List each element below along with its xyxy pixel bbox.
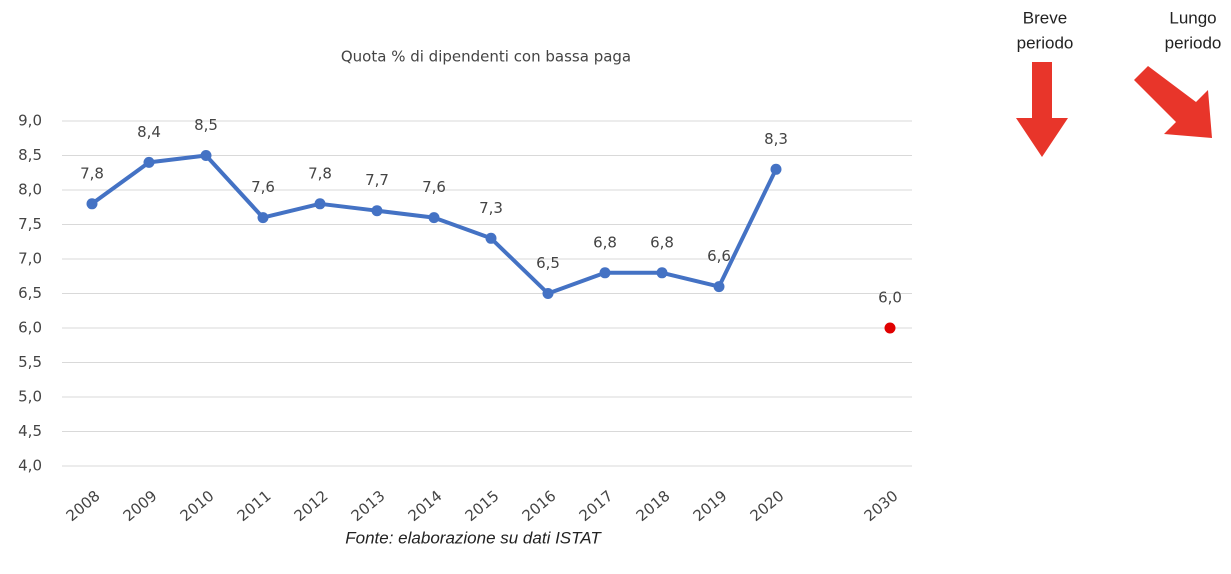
annotation: periodo [1165, 33, 1222, 52]
data-point [599, 267, 611, 279]
data-point [713, 281, 725, 293]
data-label: 6,8 [593, 233, 617, 251]
x-tick-label: 2015 [462, 487, 503, 525]
y-tick-label: 4,0 [18, 457, 42, 475]
y-tick-label: 7,0 [18, 250, 42, 268]
data-label: 6,0 [878, 289, 902, 307]
data-label: 7,8 [80, 164, 104, 182]
y-tick-label: 9,0 [18, 112, 42, 130]
y-tick-label: 5,5 [18, 353, 42, 371]
y-tick-label: 4,5 [18, 422, 42, 440]
data-point [200, 150, 212, 161]
data-label: 6,6 [707, 247, 731, 265]
data-point [542, 288, 554, 299]
x-tick-label: 2014 [405, 487, 446, 525]
data-point [428, 212, 440, 224]
data-label: 7,8 [308, 164, 332, 182]
x-tick-label: 2030 [861, 487, 902, 525]
x-tick-label: 2008 [63, 487, 104, 525]
data-label: 7,6 [251, 178, 275, 196]
data-label: 7,6 [422, 178, 446, 196]
x-tick-label: 2013 [348, 487, 389, 525]
chart-title: Quota % di dipendenti con bassa paga [341, 48, 631, 66]
x-tick-label: 2019 [690, 487, 731, 525]
data-point [371, 205, 383, 217]
arrow-down [1016, 62, 1068, 157]
annotation: periodo [1017, 33, 1074, 52]
y-tick-label: 8,0 [18, 181, 42, 199]
data-label: 8,3 [764, 130, 788, 148]
data-label: 6,8 [650, 233, 674, 251]
x-tick-label: 2017 [576, 487, 617, 525]
x-tick-label: 2012 [291, 487, 332, 525]
data-point [770, 163, 782, 175]
arrow-diagonal [1134, 66, 1212, 138]
x-tick-label: 2011 [234, 487, 275, 525]
x-tick-label: 2016 [519, 487, 560, 525]
data-point [143, 156, 155, 168]
data-point [656, 267, 668, 279]
data-label: 8,5 [194, 116, 218, 134]
data-label: 7,7 [365, 171, 389, 189]
y-tick-label: 7,5 [18, 215, 42, 233]
y-tick-label: 5,0 [18, 388, 42, 406]
data-label: 7,3 [479, 199, 503, 217]
data-label: 8,4 [137, 123, 161, 141]
data-point [86, 198, 98, 210]
x-tick-label: 2009 [120, 487, 161, 525]
x-tick-label: 2020 [747, 487, 788, 525]
data-point [884, 322, 896, 334]
data-point [314, 198, 326, 210]
annotation: Breve [1023, 8, 1067, 27]
x-tick-label: 2010 [177, 487, 218, 525]
y-tick-label: 8,5 [18, 146, 42, 164]
y-tick-label: 6,5 [18, 284, 42, 302]
source-note: Fonte: elaborazione su dati ISTAT [345, 528, 602, 547]
data-point [485, 232, 497, 244]
data-point [257, 212, 269, 224]
data-label: 6,5 [536, 254, 560, 272]
annotation: Lungo [1169, 8, 1216, 27]
x-tick-label: 2018 [633, 487, 674, 525]
y-tick-label: 6,0 [18, 319, 42, 337]
